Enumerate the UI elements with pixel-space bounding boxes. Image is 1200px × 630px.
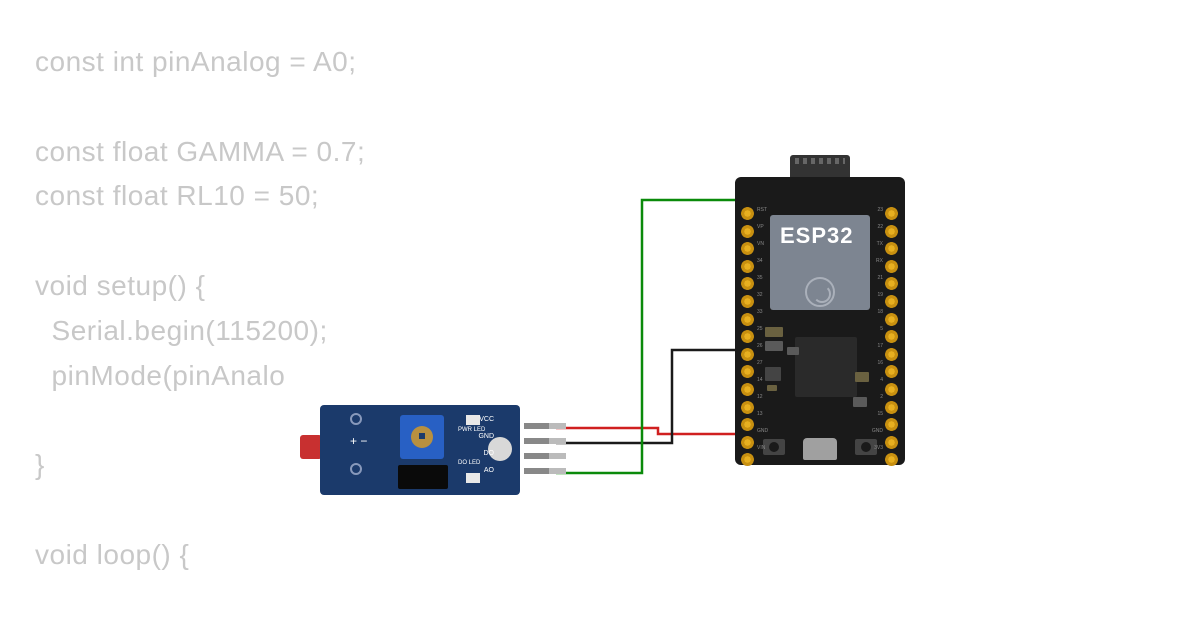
esp32-pin-labels-right: 2322TXRX211918517164215GND3V3	[872, 207, 883, 451]
esp32-module[interactable]: ESP32 RSTVPVN34353233252627141213GNDVIN …	[735, 155, 905, 465]
wire-ao	[556, 200, 742, 473]
sensor-pin-gnd[interactable]	[524, 438, 566, 444]
comparator-ic-icon	[398, 465, 448, 489]
usb-port-icon	[803, 438, 837, 460]
ldr-sensor-module[interactable]: + − PWR LED DO LED VCCGNDDOAO	[300, 405, 540, 495]
sensor-board: + − PWR LED DO LED VCCGNDDOAO	[320, 405, 520, 495]
esp32-pins-right[interactable]	[885, 207, 899, 466]
esp32-board: ESP32 RSTVPVN34353233252627141213GNDVIN …	[735, 177, 905, 465]
ldr-photoresistor-icon	[300, 435, 322, 459]
esp32-pins-left[interactable]	[741, 207, 755, 466]
sensor-header-pins[interactable]	[524, 423, 566, 474]
esp32-smd-group	[765, 327, 875, 437]
espressif-logo-icon	[805, 277, 835, 307]
sensor-pin-do[interactable]	[524, 453, 566, 459]
wire-vcc	[556, 428, 736, 434]
esp32-pin-labels-left: RSTVPVN34353233252627141213GNDVIN	[757, 207, 768, 451]
wiring-layer	[0, 0, 1200, 630]
sensor-polarity-label: + −	[350, 433, 367, 449]
sensor-pin-labels: VCCGNDDOAO	[478, 415, 494, 483]
do-led-label: DO LED	[458, 460, 480, 467]
sensor-pin-vcc[interactable]	[524, 423, 566, 429]
sensor-pin-ao[interactable]	[524, 468, 566, 474]
